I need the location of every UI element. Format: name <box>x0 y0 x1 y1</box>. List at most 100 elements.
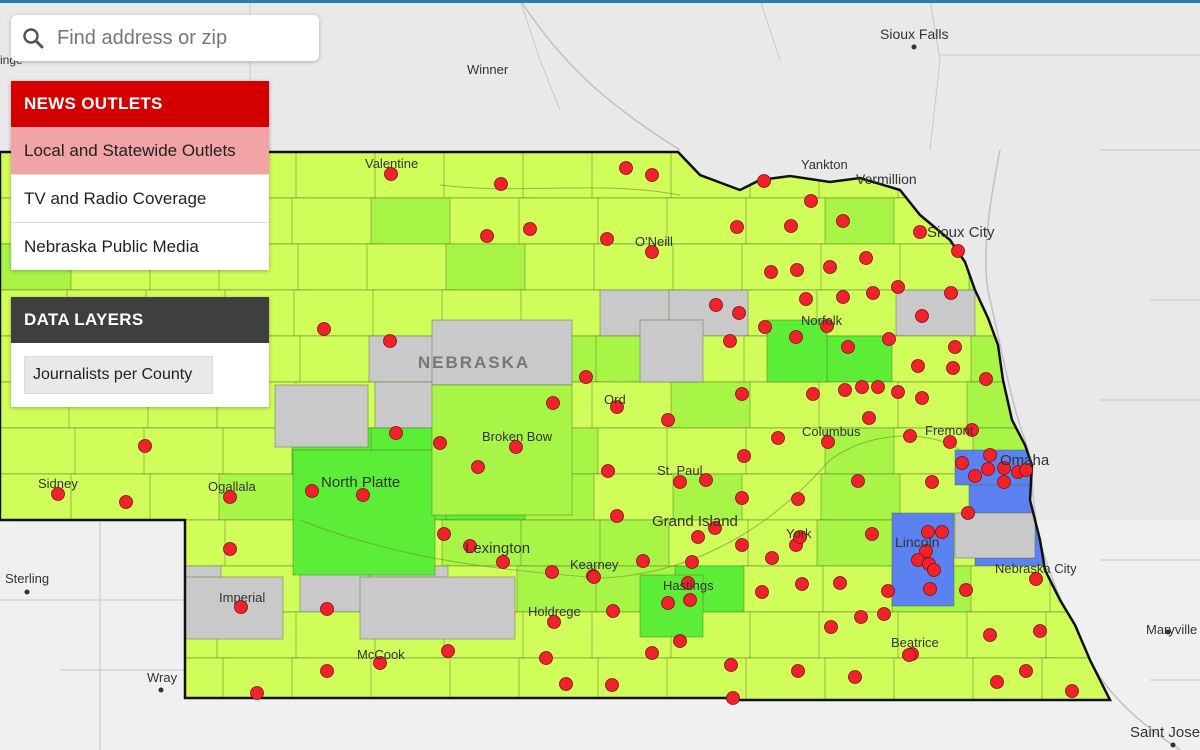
outlet-marker[interactable] <box>854 610 868 624</box>
county[interactable] <box>441 519 524 567</box>
outlet-marker[interactable] <box>968 469 982 483</box>
outlet-marker[interactable] <box>806 387 820 401</box>
county[interactable] <box>370 197 453 245</box>
county[interactable] <box>893 657 976 704</box>
outlet-marker[interactable] <box>799 292 813 306</box>
outlet-marker[interactable] <box>735 491 749 505</box>
outlet-marker[interactable] <box>441 644 455 658</box>
county[interactable] <box>443 152 526 199</box>
outlet-marker[interactable] <box>997 475 1011 489</box>
outlet-marker[interactable] <box>1029 572 1043 586</box>
outlet-marker[interactable] <box>305 484 319 498</box>
outlet-marker[interactable] <box>927 563 941 577</box>
outlet-marker[interactable] <box>373 656 387 670</box>
outlet-marker[interactable] <box>732 306 746 320</box>
county[interactable] <box>292 449 436 576</box>
county[interactable] <box>895 289 978 337</box>
outlet-marker[interactable] <box>882 332 896 346</box>
outlet-marker[interactable] <box>955 456 969 470</box>
outlet-marker[interactable] <box>959 583 973 597</box>
outlet-marker[interactable] <box>600 232 614 246</box>
outlet-marker[interactable] <box>320 602 334 616</box>
outlet-marker[interactable] <box>636 554 650 568</box>
menu-item-public-media[interactable]: Nebraska Public Media <box>11 222 269 270</box>
county[interactable] <box>445 243 528 291</box>
outlet-marker[interactable] <box>979 372 993 386</box>
outlet-marker[interactable] <box>587 570 601 584</box>
outlet-marker[interactable] <box>913 225 927 239</box>
outlet-marker[interactable] <box>943 435 957 449</box>
search-box[interactable] <box>11 15 319 61</box>
outlet-marker[interactable] <box>919 544 933 558</box>
outlet-marker[interactable] <box>559 677 573 691</box>
outlet-marker[interactable] <box>903 429 917 443</box>
outlet-marker[interactable] <box>795 577 809 591</box>
outlet-marker[interactable] <box>946 361 960 375</box>
outlet-marker[interactable] <box>1019 664 1033 678</box>
outlet-marker[interactable] <box>757 174 771 188</box>
outlet-marker[interactable] <box>804 194 818 208</box>
county[interactable] <box>749 611 832 659</box>
outlet-marker[interactable] <box>948 340 962 354</box>
outlet-marker[interactable] <box>891 385 905 399</box>
outlet-marker[interactable] <box>509 440 523 454</box>
outlet-marker[interactable] <box>606 604 620 618</box>
outlet-marker[interactable] <box>871 380 885 394</box>
outlet-marker[interactable] <box>791 664 805 678</box>
outlet-marker[interactable] <box>610 509 624 523</box>
outlet-marker[interactable] <box>726 691 740 705</box>
outlet-marker[interactable] <box>463 539 477 553</box>
county[interactable] <box>639 319 704 383</box>
outlet-marker[interactable] <box>645 646 659 660</box>
county[interactable] <box>149 473 232 521</box>
outlet-marker[interactable] <box>821 435 835 449</box>
outlet-marker[interactable] <box>836 214 850 228</box>
outlet-marker[interactable] <box>433 436 447 450</box>
outlet-marker[interactable] <box>691 530 705 544</box>
outlet-marker[interactable] <box>935 525 949 539</box>
county[interactable] <box>666 427 749 475</box>
outlet-marker[interactable] <box>389 426 403 440</box>
outlet-marker[interactable] <box>356 488 370 502</box>
outlet-marker[interactable] <box>848 670 862 684</box>
outlet-marker[interactable] <box>983 628 997 642</box>
outlet-marker[interactable] <box>765 551 779 565</box>
outlet-marker[interactable] <box>384 167 398 181</box>
outlet-marker[interactable] <box>793 530 807 544</box>
outlet-marker[interactable] <box>841 340 855 354</box>
outlet-marker[interactable] <box>921 525 935 539</box>
county[interactable] <box>972 657 1055 704</box>
layer-journalists-per-county[interactable]: Journalists per County <box>24 356 214 394</box>
outlet-marker[interactable] <box>838 383 852 397</box>
outlet-marker[interactable] <box>758 320 772 334</box>
county[interactable] <box>518 197 601 245</box>
outlet-marker[interactable] <box>496 555 510 569</box>
outlet-marker[interactable] <box>862 411 876 425</box>
outlet-marker[interactable] <box>724 658 738 672</box>
county[interactable] <box>593 473 676 521</box>
county[interactable] <box>741 243 824 291</box>
outlet-marker[interactable] <box>683 593 697 607</box>
outlet-marker[interactable] <box>735 387 749 401</box>
outlet-marker[interactable] <box>708 521 722 535</box>
outlet-marker[interactable] <box>685 555 699 569</box>
county[interactable] <box>449 657 532 704</box>
outlet-marker[interactable] <box>865 527 879 541</box>
outlet-marker[interactable] <box>764 265 778 279</box>
county[interactable] <box>293 289 376 337</box>
outlet-marker[interactable] <box>223 542 237 556</box>
search-input[interactable] <box>55 25 309 51</box>
county[interactable] <box>70 473 153 521</box>
outlet-marker[interactable] <box>965 423 979 437</box>
outlet-marker[interactable] <box>1019 463 1033 477</box>
county[interactable] <box>522 152 605 199</box>
outlet-marker[interactable] <box>610 400 624 414</box>
outlet-marker[interactable] <box>877 607 891 621</box>
outlet-marker[interactable] <box>383 334 397 348</box>
outlet-marker[interactable] <box>699 473 713 487</box>
outlet-marker[interactable] <box>673 475 687 489</box>
outlet-marker[interactable] <box>480 229 494 243</box>
news-outlet-markers[interactable] <box>51 161 1079 705</box>
outlet-marker[interactable] <box>881 584 895 598</box>
